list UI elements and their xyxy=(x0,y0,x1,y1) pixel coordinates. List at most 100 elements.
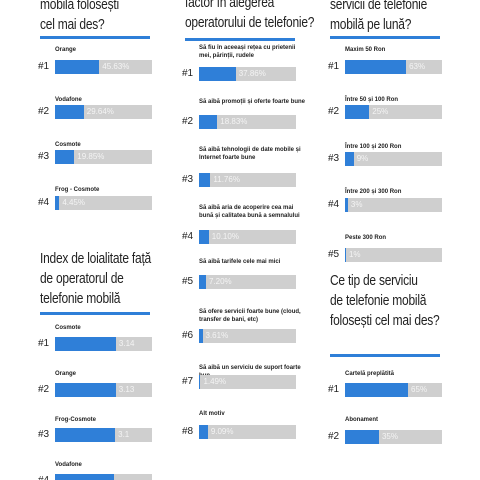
value-label: 29.64% xyxy=(86,107,114,116)
value-label: 7.20% xyxy=(208,277,232,286)
value-label: 45.63% xyxy=(102,62,130,71)
bar xyxy=(345,152,354,166)
value-label: 65% xyxy=(411,385,428,394)
chart-title: telefonie mobilă xyxy=(40,290,121,307)
rank-label: #3 xyxy=(328,153,340,164)
chart-title: Index de loialitate față xyxy=(40,250,151,267)
value-label: 3.13 xyxy=(118,385,135,394)
rank-label: #3 xyxy=(38,151,50,162)
title-rule xyxy=(40,36,150,39)
bar-track xyxy=(55,150,152,164)
bar xyxy=(199,173,211,187)
rank-label: #1 xyxy=(328,61,340,72)
bar-track xyxy=(199,329,296,343)
rank-label: #2 xyxy=(38,106,50,117)
category-label: Alt motiv xyxy=(199,411,225,417)
value-label: 9% xyxy=(356,154,369,163)
bar xyxy=(345,105,370,119)
chart-title: factor în alegerea xyxy=(185,0,275,11)
category-label: Vodafone xyxy=(55,97,82,103)
bar xyxy=(345,383,409,397)
rank-label: #2 xyxy=(328,431,340,442)
rank-label: #4 xyxy=(38,475,49,480)
bar-track xyxy=(199,173,296,187)
bar-track xyxy=(199,425,296,439)
category-label: Între 50 și 100 Ron xyxy=(345,97,399,103)
title-rule xyxy=(185,38,295,41)
bar xyxy=(345,430,379,444)
chart-title: folosești cel mai des? xyxy=(330,312,440,329)
bar-track xyxy=(345,198,442,212)
chart-title: de operatorul de xyxy=(40,270,124,287)
category-label: Cartelă preplătită xyxy=(345,371,395,377)
bar xyxy=(55,428,116,442)
category-label: Frog-Cosmote xyxy=(55,417,96,423)
value-label: 19.85% xyxy=(77,152,105,161)
value-label: 1% xyxy=(348,250,361,259)
rank-label: #1 xyxy=(182,68,194,79)
bar-track xyxy=(199,375,296,389)
category-label: Să aibă tehnologii de date mobile și Int… xyxy=(199,147,301,161)
value-label: 63% xyxy=(409,62,426,71)
bar-track xyxy=(345,105,442,119)
rank-label: #8 xyxy=(182,426,194,437)
bar-track xyxy=(199,115,296,129)
rank-label: #5 xyxy=(328,249,340,260)
category-label: Maxim 50 Ron xyxy=(345,47,386,53)
value-label: 11.76% xyxy=(213,175,240,184)
value-label: 4.45% xyxy=(62,198,85,207)
value-label: 18.83% xyxy=(220,117,248,126)
chart-title: cel mai des? xyxy=(40,16,105,33)
bar-track xyxy=(345,152,442,166)
rank-label: #4 xyxy=(38,197,50,208)
bar-track xyxy=(345,248,442,262)
category-label: Între 100 și 200 Ron xyxy=(345,144,402,150)
category-label: Orange xyxy=(55,47,77,53)
value-label: 3.1 xyxy=(118,430,130,439)
chart-title: servicii de telefonie xyxy=(330,0,428,13)
rank-label: #6 xyxy=(182,330,194,341)
bar xyxy=(199,230,209,244)
category-label: Vodafone xyxy=(55,462,82,468)
category-label: Să aibă tarifele cele mai mici xyxy=(199,259,281,265)
chart-title: de telefonie mobilă xyxy=(330,292,427,309)
rank-label: #5 xyxy=(182,276,194,287)
bar xyxy=(199,329,203,343)
value-label: 9.09% xyxy=(210,427,234,436)
bar xyxy=(55,383,116,397)
category-label: Între 200 și 300 Ron xyxy=(345,189,402,195)
category-label: Cosmote xyxy=(55,142,81,148)
bar xyxy=(199,115,218,129)
bar xyxy=(199,425,208,439)
category-label: Cosmote xyxy=(55,325,81,331)
title-rule xyxy=(330,354,440,357)
category-label: Să fiu în aceeași rețea cu prietenii mei… xyxy=(199,45,296,59)
bar xyxy=(55,337,116,351)
category-label: Abonament xyxy=(345,417,378,423)
rank-label: #4 xyxy=(182,231,194,242)
bar xyxy=(199,375,201,389)
bar xyxy=(199,275,206,289)
rank-label: #1 xyxy=(38,61,50,72)
bar xyxy=(345,248,346,262)
category-label: Să aibă aria de acoperire cea mai bună ș… xyxy=(199,205,300,219)
bar-track xyxy=(199,230,296,244)
bar xyxy=(55,196,60,210)
title-rule xyxy=(40,312,150,315)
rank-label: #2 xyxy=(328,106,340,117)
bar-track xyxy=(199,275,296,289)
chart-title: Ce tip de serviciu xyxy=(330,272,418,289)
rank-label: #4 xyxy=(328,199,340,210)
category-label: Orange xyxy=(55,371,77,377)
value-label: 37.86% xyxy=(238,69,266,78)
value-label: 25% xyxy=(372,107,389,116)
rank-label: #2 xyxy=(182,116,194,127)
rank-label: #7 xyxy=(182,376,194,387)
chart-title: mobilă folosești xyxy=(40,0,119,13)
bar xyxy=(55,474,115,480)
bar xyxy=(199,67,236,81)
chart-title: operatorului de telefonie? xyxy=(185,14,315,31)
value-label: 3.61% xyxy=(205,331,229,340)
rank-label: #1 xyxy=(38,338,50,349)
